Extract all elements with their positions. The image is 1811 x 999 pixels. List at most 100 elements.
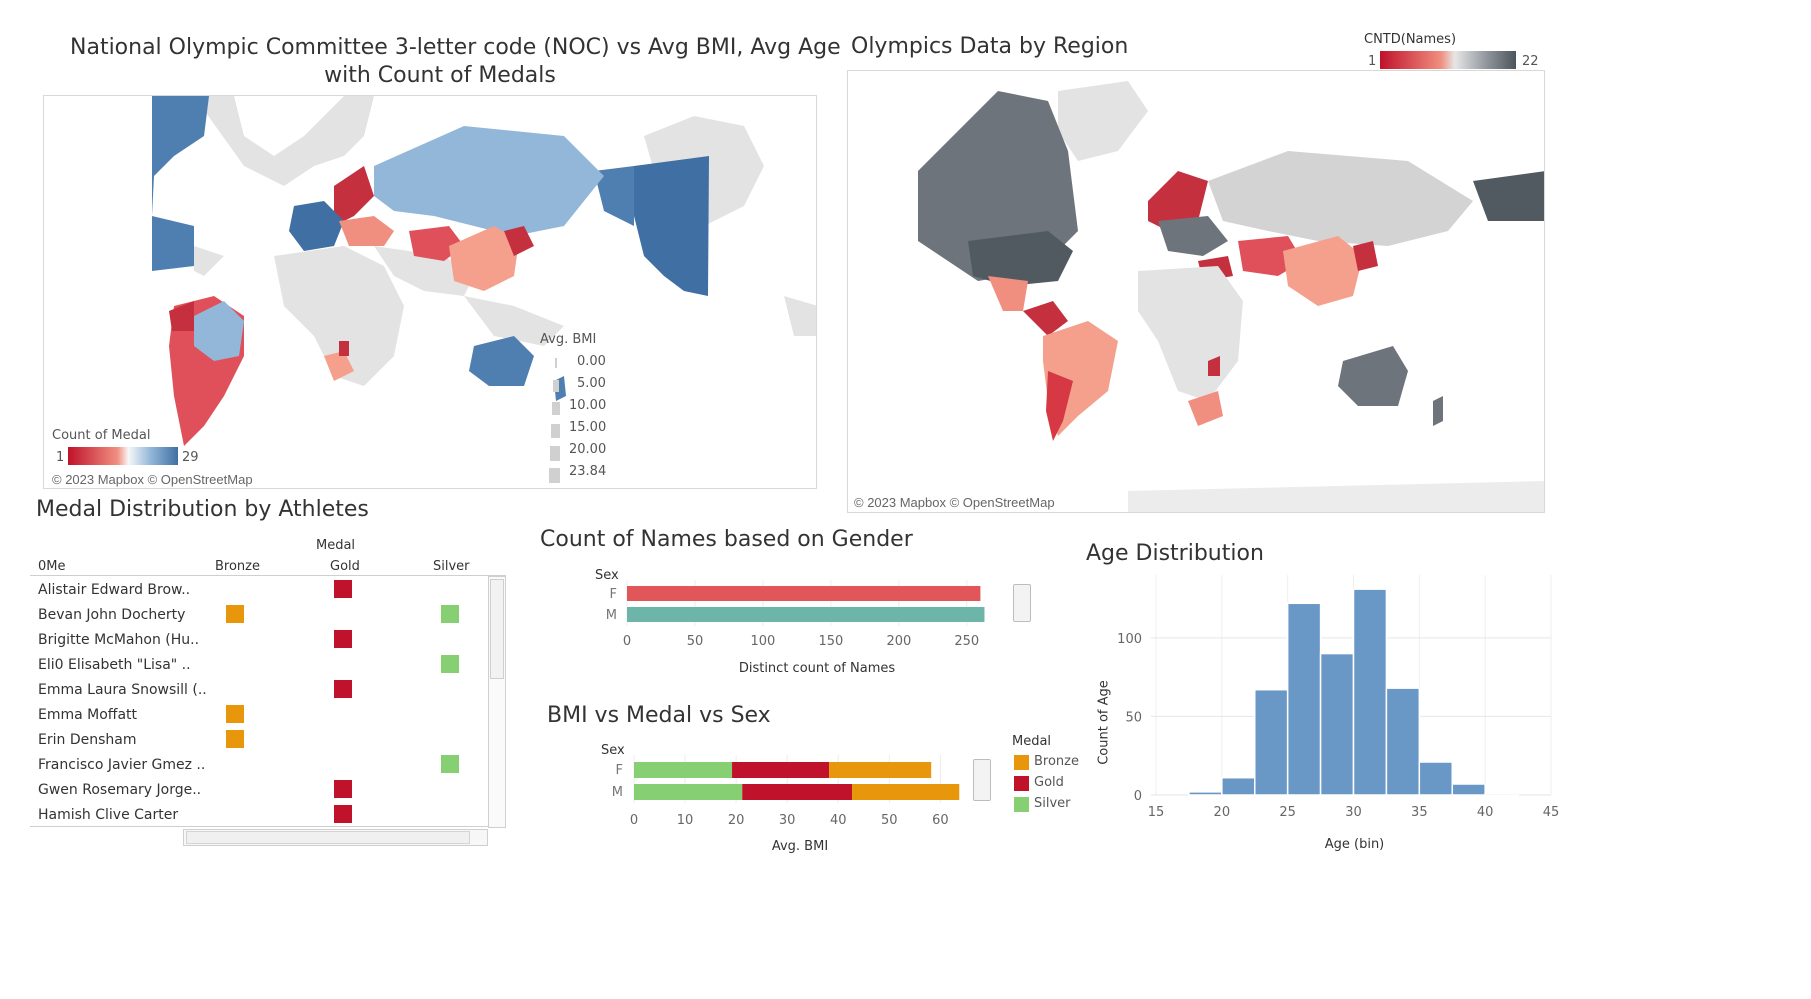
gender-tick-label: 250 xyxy=(954,634,979,649)
map-region-legend-title: CNTD(Names) xyxy=(1364,32,1457,47)
medal-mark-silver[interactable] xyxy=(441,605,459,623)
map-noc-svg xyxy=(152,96,816,446)
age-bar[interactable] xyxy=(1254,688,1289,796)
bmi-legend-swatch xyxy=(1014,797,1029,812)
bmi-category-label: F xyxy=(616,763,623,778)
age-bar[interactable] xyxy=(1484,792,1519,796)
age-xtick-label: 40 xyxy=(1477,805,1494,820)
gender-category-label: F xyxy=(610,587,617,602)
medal-table-title: Medal Distribution by Athletes xyxy=(36,497,369,522)
bmi-chart: Sex F M 0 10 20 30 40 50 60 Avg. BMI xyxy=(545,741,975,865)
bmi-legend-item[interactable]: Gold xyxy=(1012,774,1064,795)
size-swatch xyxy=(551,424,560,438)
age-bar[interactable] xyxy=(1352,588,1388,796)
medal-mark-silver[interactable] xyxy=(441,755,459,773)
bmi-legend-items: Bronze Gold Silver xyxy=(1012,753,1079,816)
australia-shape xyxy=(1338,346,1408,406)
bmi-legend-swatch xyxy=(1014,776,1029,791)
table-row[interactable]: Alistair Edward Brow.. xyxy=(30,576,486,601)
bmi-legend-item[interactable]: Silver xyxy=(1012,795,1071,816)
gender-tick-label: 100 xyxy=(751,634,776,649)
athlete-name: Hamish Clive Carter xyxy=(38,807,179,823)
athlete-name: Gwen Rosemary Jorge.. xyxy=(38,782,202,798)
athlete-name: Bevan John Docherty xyxy=(38,607,186,623)
table-row[interactable]: Bevan John Docherty xyxy=(30,601,486,626)
medal-mark-bronze[interactable] xyxy=(226,605,244,623)
bmi-chart-scroll[interactable] xyxy=(973,759,991,801)
bmi-bar-gold[interactable] xyxy=(742,784,853,800)
gender-chart-scroll[interactable] xyxy=(1013,584,1031,622)
medal-col-header-bronze: Bronze xyxy=(215,559,260,574)
bmi-legend-swatch xyxy=(1014,755,1029,770)
age-chart: 0 50 100 15 20 25 30 35 40 45 Age (bin) Count of … xyxy=(1086,575,1566,864)
table-row[interactable]: Erin Densham xyxy=(30,726,486,751)
medal-col-header-gold: Gold xyxy=(330,559,360,574)
medal-mark-gold[interactable] xyxy=(334,805,352,823)
bmi-bar-gold[interactable] xyxy=(732,762,830,778)
age-bar[interactable] xyxy=(1451,783,1486,796)
size-legend-item: 20.00 xyxy=(569,442,607,457)
bmi-chart-title: BMI vs Medal vs Sex xyxy=(547,703,771,728)
map-noc-color-legend-max: 29 xyxy=(182,450,199,465)
gender-axis-title: Sex xyxy=(595,568,619,583)
medal-table-name-header: 0Me xyxy=(38,559,66,574)
age-bar[interactable] xyxy=(1385,687,1421,796)
table-row[interactable]: Francisco Javier Gmez .. xyxy=(30,751,486,776)
bmi-tick-label: 40 xyxy=(830,813,847,828)
medal-mark-bronze[interactable] xyxy=(226,705,244,723)
medal-mark-silver[interactable] xyxy=(441,655,459,673)
athlete-name: Francisco Javier Gmez .. xyxy=(38,757,206,773)
table-row[interactable]: Emma Moffatt xyxy=(30,701,486,726)
age-bar[interactable] xyxy=(1286,602,1322,796)
map-noc-color-legend-min: 1 xyxy=(56,450,65,465)
medal-table-hscroll-thumb[interactable] xyxy=(186,831,470,844)
gender-bar[interactable] xyxy=(627,607,985,622)
medal-table-vscroll[interactable] xyxy=(488,576,506,828)
size-legend-item: 15.00 xyxy=(569,420,607,435)
medal-mark-gold[interactable] xyxy=(334,630,352,648)
age-bar[interactable] xyxy=(1221,776,1256,796)
map-noc-title-line2: with Count of Medals xyxy=(324,63,556,88)
russia-shape xyxy=(1208,151,1473,246)
map-region-legend-min: 1 xyxy=(1368,54,1377,69)
medal-mark-bronze[interactable] xyxy=(226,730,244,748)
russia-shape xyxy=(374,126,604,236)
athlete-name: Erin Densham xyxy=(38,732,137,748)
map-noc-title: National Olympic Committee 3-letter code… xyxy=(70,34,841,90)
bmi-bar-silver[interactable] xyxy=(634,784,743,800)
table-row[interactable]: Emma Laura Snowsill (.. xyxy=(30,676,486,701)
gender-bar[interactable] xyxy=(627,586,981,601)
medal-col-header-silver: Silver xyxy=(433,559,470,574)
map-region[interactable]: © 2023 Mapbox © OpenStreetMap xyxy=(847,70,1545,513)
bmi-chart-svg: Sex FM0 10 20 30 40 50 60 xyxy=(601,743,960,828)
medal-mark-gold[interactable] xyxy=(334,680,352,698)
table-row[interactable]: Gwen Rosemary Jorge.. xyxy=(30,776,486,801)
table-row[interactable]: Brigitte McMahon (Hu.. xyxy=(30,626,486,651)
bmi-bar-silver[interactable] xyxy=(634,762,733,778)
medal-mark-gold[interactable] xyxy=(334,580,352,598)
bmi-bar-bronze[interactable] xyxy=(852,784,960,800)
bmi-tick-label: 20 xyxy=(728,813,745,828)
age-xtick-label: 15 xyxy=(1148,805,1165,820)
size-legend-item: 10.00 xyxy=(569,398,607,413)
age-ytick-label: 50 xyxy=(1125,710,1142,725)
bmi-tick-label: 50 xyxy=(881,813,898,828)
medal-table-vscroll-thumb[interactable] xyxy=(490,579,504,679)
bmi-legend-item[interactable]: Bronze xyxy=(1012,753,1079,774)
map-noc[interactable]: Count of Medal 1 29 © 2023 Mapbox © Open… xyxy=(43,95,817,489)
north-america-shape xyxy=(152,96,209,271)
athlete-name: Brigitte McMahon (Hu.. xyxy=(38,632,200,648)
medal-table-hscroll[interactable] xyxy=(183,829,488,846)
size-swatch xyxy=(549,468,560,483)
age-bar[interactable] xyxy=(1188,791,1223,796)
table-row[interactable]: Hamish Clive Carter xyxy=(30,801,486,826)
size-legend-item: 23.84 xyxy=(569,464,607,479)
bmi-bar-bronze[interactable] xyxy=(829,762,932,778)
table-row[interactable]: Eli0 Elisabeth "Lisa" .. xyxy=(30,651,486,676)
map-noc-credit: © 2023 Mapbox © OpenStreetMap xyxy=(52,472,253,487)
size-swatch xyxy=(555,358,557,368)
medal-mark-gold[interactable] xyxy=(334,780,352,798)
age-bar[interactable] xyxy=(1319,652,1355,796)
map-noc-size-legend-title: Avg. BMI xyxy=(540,332,597,347)
age-bar[interactable] xyxy=(1418,761,1454,796)
